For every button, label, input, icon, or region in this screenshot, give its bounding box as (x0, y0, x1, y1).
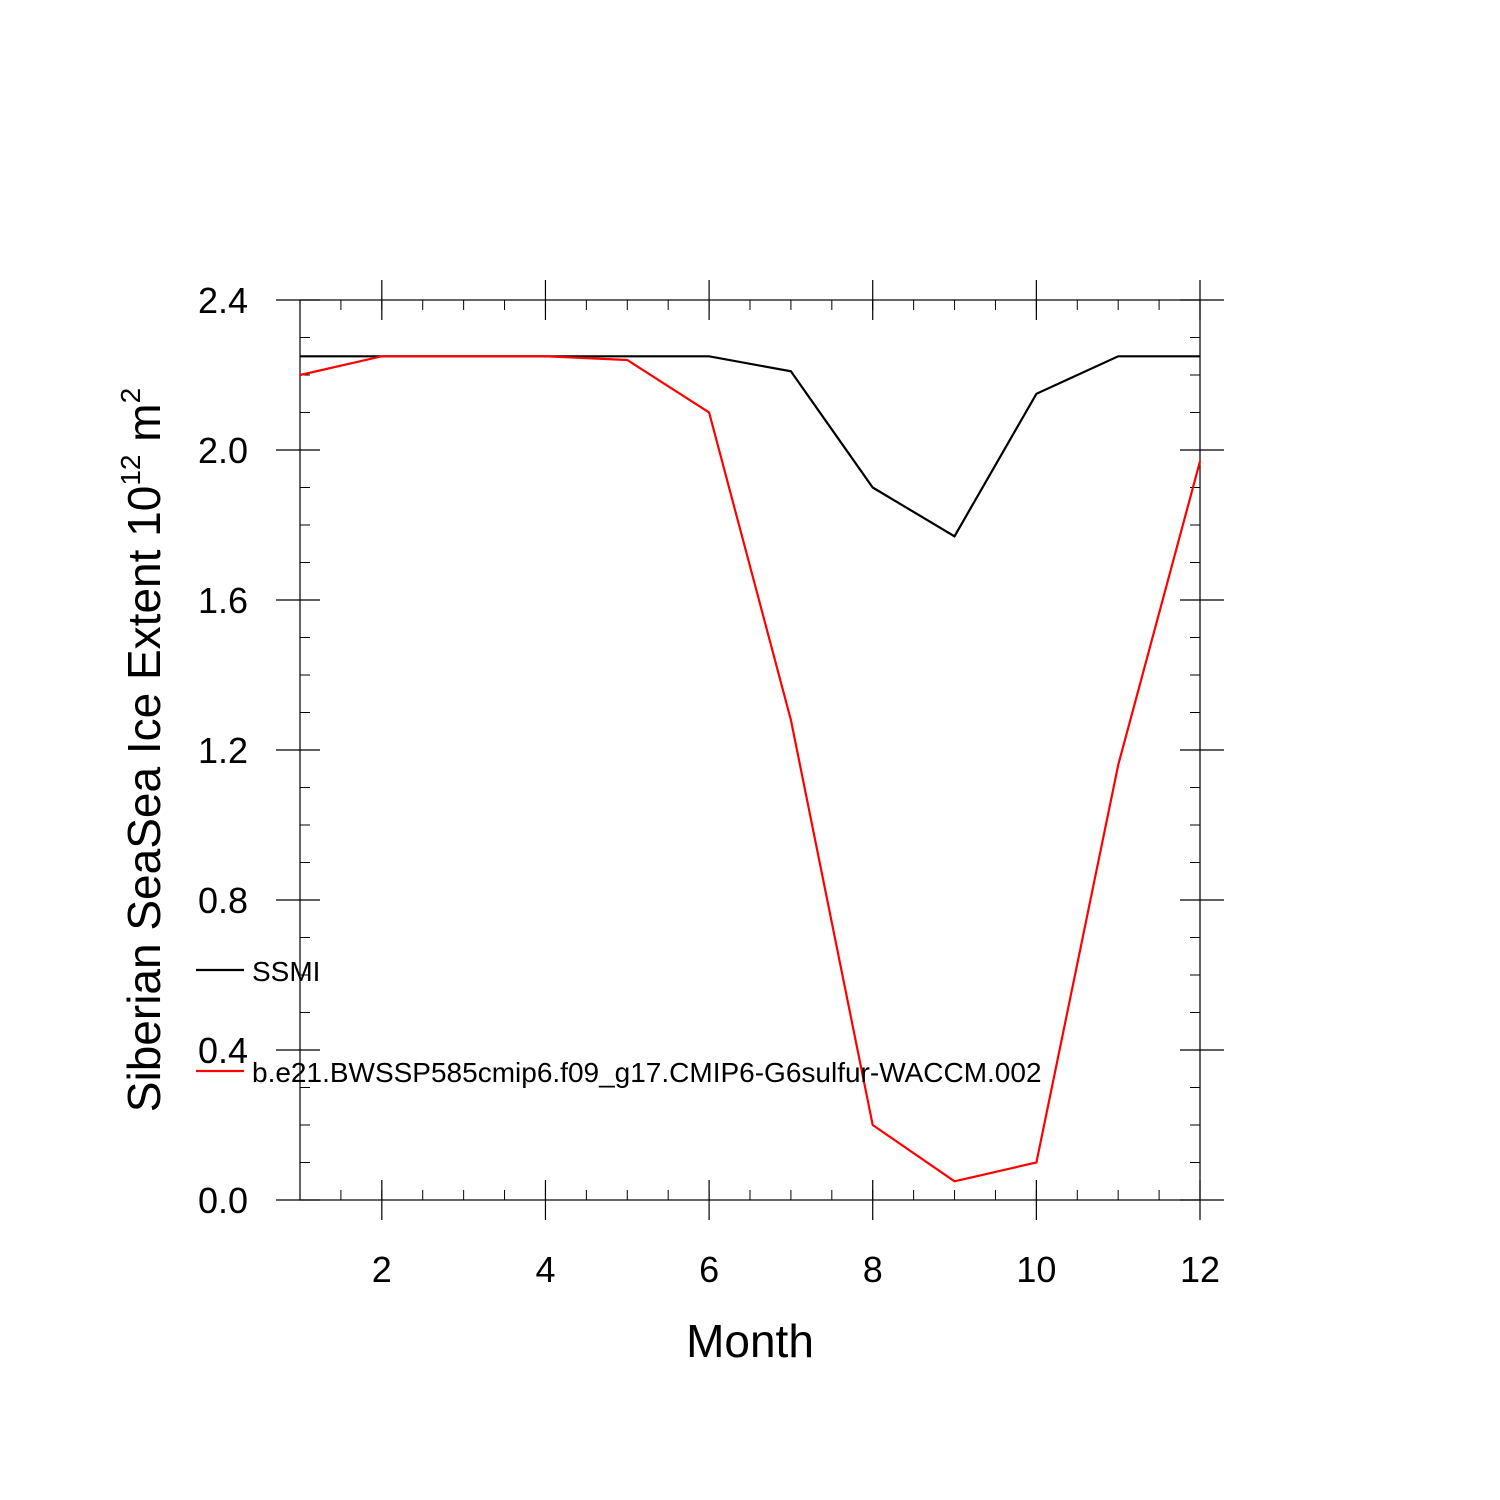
legend-label-2: b.e21.BWSSP585cmip6.f09_g17.CMIP6-G6sulf… (252, 1057, 1042, 1088)
legend-label-1: SSMI (252, 956, 320, 987)
y-tick-label: 1.6 (198, 580, 248, 621)
y-tick-label: 1.2 (198, 730, 248, 771)
y-axis-label-unit: m (118, 403, 170, 454)
axis-ticks (276, 280, 1224, 1220)
series-line-1 (300, 355, 1200, 538)
series-line-2 (299, 355, 1202, 1183)
x-tick-label: 2 (372, 1249, 392, 1290)
x-tick-label: 8 (863, 1249, 883, 1290)
y-tick-label: 0.4 (198, 1030, 248, 1071)
legend: SSMI b.e21.BWSSP585cmip6.f09_g17.CMIP6-G6… (196, 956, 1042, 1088)
y-axis-label-exponent: 12 (115, 455, 146, 486)
x-tick-label: 12 (1180, 1249, 1220, 1290)
y-tick-label: 2.0 (198, 430, 248, 471)
x-tick-label: 10 (1016, 1249, 1056, 1290)
tick-labels: 2 4 6 8 10 12 0.0 0.4 0.8 1.2 1.6 2.0 2.4 (198, 280, 1220, 1290)
y-tick-label: 2.4 (198, 280, 248, 321)
y-axis-label: Siberian SeaSea Ice Extent 1012 m2 (115, 388, 170, 1112)
x-tick-label: 4 (535, 1249, 555, 1290)
y-axis-label-unit-exponent: 2 (115, 388, 146, 404)
series-lines (299, 355, 1202, 1183)
x-axis-label: Month (686, 1315, 814, 1367)
y-axis-label-text: Siberian SeaSea Ice Extent 10 (118, 486, 170, 1113)
y-tick-label: 0.8 (198, 880, 248, 921)
y-tick-label: 0.0 (198, 1180, 248, 1221)
x-tick-label: 6 (699, 1249, 719, 1290)
